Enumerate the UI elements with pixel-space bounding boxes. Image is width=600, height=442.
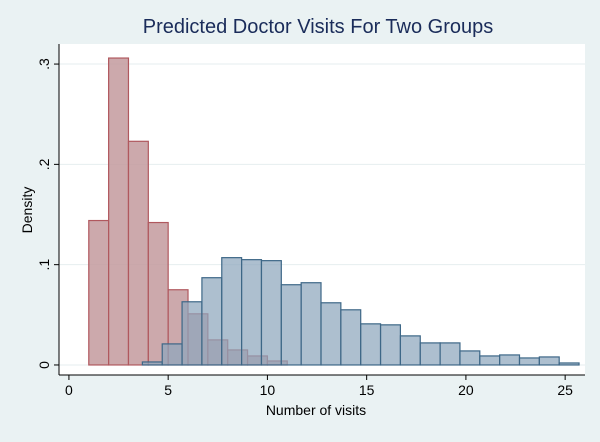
x-tick-label: 20: [458, 382, 474, 398]
y-tick-label: 0: [36, 361, 52, 369]
x-tick-label: 0: [65, 382, 73, 398]
histogram-bar-series-2: [459, 350, 481, 366]
x-axis-label: Number of visits: [266, 402, 366, 418]
histogram-bar-series-2: [518, 357, 540, 366]
histogram-bar-series-2: [360, 323, 382, 366]
axes: 0 5 10 15 20 25 0 .1 .2 .3: [36, 44, 585, 398]
histogram-bar-series-2: [320, 302, 342, 366]
histogram-bar-series-2: [181, 301, 203, 366]
histogram-bar-series-2: [419, 342, 441, 366]
x-tick-label: 10: [260, 382, 276, 398]
histogram-bar-series-2: [241, 259, 263, 366]
histogram-bar-series-2: [201, 277, 223, 366]
x-tick-label: 15: [359, 382, 375, 398]
histogram-bar-series-1: [108, 57, 130, 366]
histogram-bar-series-2: [479, 355, 501, 366]
chart-title: Predicted Doctor Visits For Two Groups: [143, 16, 494, 38]
histogram-bar-series-2: [558, 362, 580, 366]
histogram-bar-series-2: [399, 335, 421, 366]
histogram-bar-series-2: [260, 260, 282, 366]
x-tick-label: 25: [557, 382, 573, 398]
histogram-bar-series-2: [379, 324, 402, 366]
histogram-bar-series-2: [439, 342, 461, 366]
histogram-bar-series-2: [499, 354, 521, 366]
bars: [88, 57, 580, 366]
x-tick-label: 5: [164, 382, 172, 398]
histogram-bar-series-1: [88, 219, 110, 366]
histogram-bar-series-2: [141, 361, 163, 366]
y-tick-label: .2: [36, 158, 52, 170]
histogram-bar-series-2: [221, 257, 243, 366]
y-tick-label: .3: [36, 58, 52, 70]
y-axis-label: Density: [19, 187, 35, 234]
histogram-bar-series-2: [161, 343, 183, 366]
histogram-bar-series-2: [340, 309, 362, 366]
histogram-bar-series-2: [280, 284, 302, 366]
y-tick-label: .1: [36, 259, 52, 271]
histogram-bar-series-2: [538, 356, 560, 366]
histogram-bar-series-1: [127, 140, 149, 366]
histogram-bar-series-2: [300, 282, 322, 366]
